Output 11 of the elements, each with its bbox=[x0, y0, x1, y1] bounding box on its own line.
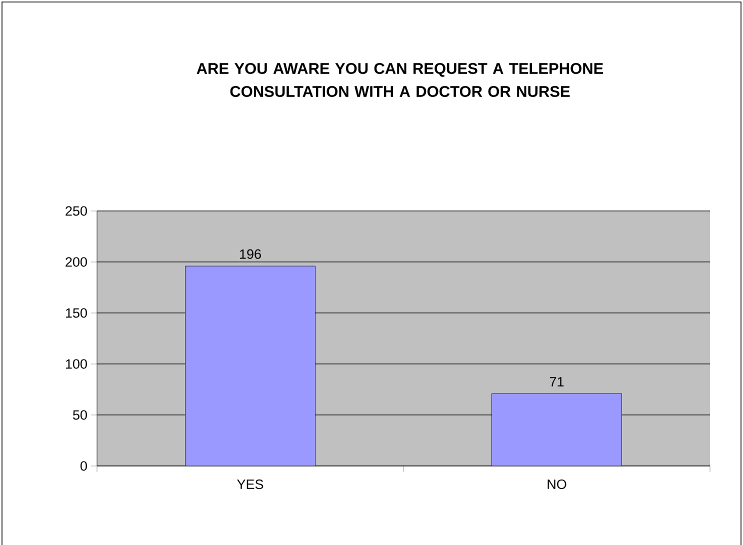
y-tick-label: 100 bbox=[66, 359, 87, 369]
y-tick-label: 250 bbox=[66, 206, 87, 216]
y-tick-label: 150 bbox=[66, 308, 87, 318]
chart-title: ARE YOU AWARE YOU CAN REQUEST A TELEPHONE CONSULTATION WITH A DOCTOR OR NURSE bbox=[196, 62, 604, 97]
y-tick-label: 50 bbox=[73, 410, 87, 420]
data-label: 196 bbox=[240, 249, 261, 259]
y-tick-label: 200 bbox=[66, 257, 87, 267]
y-tick-label: 0 bbox=[80, 461, 87, 471]
x-tick-label: YES bbox=[237, 480, 264, 490]
data-label: 71 bbox=[550, 377, 564, 386]
x-tick-label: NO bbox=[548, 480, 566, 490]
